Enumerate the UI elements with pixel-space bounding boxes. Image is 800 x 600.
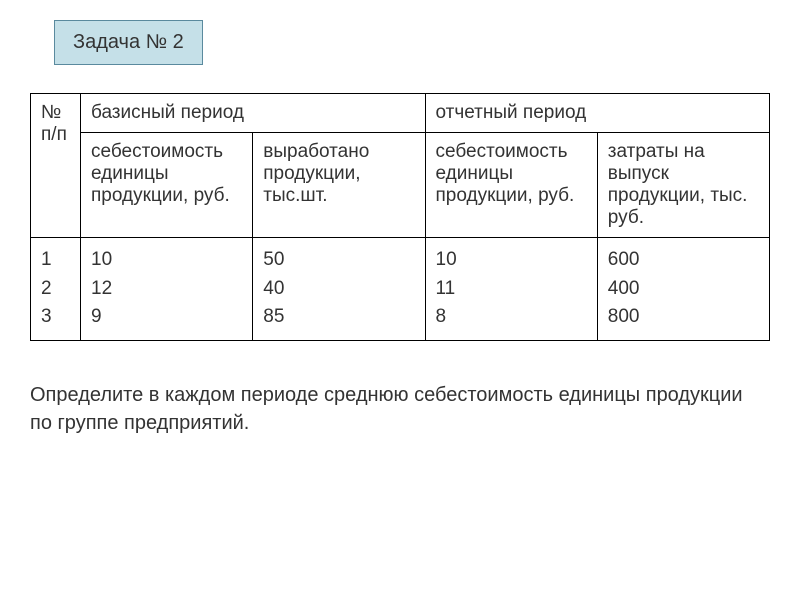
table-header-row-2: себестоимость единицы продукции, руб. вы… bbox=[31, 133, 770, 238]
data-report-expense: 600400800 bbox=[597, 238, 769, 341]
task-badge: Задача № 2 bbox=[54, 20, 203, 65]
data-base-output: 504085 bbox=[253, 238, 425, 341]
instruction-text: Определите в каждом периоде среднюю себе… bbox=[30, 381, 770, 437]
header-report-period: отчетный период bbox=[425, 94, 770, 133]
table-header-row-1: № п/п базисный период отчетный период bbox=[31, 94, 770, 133]
header-base-output: выработано продукции, тыс.шт. bbox=[253, 133, 425, 238]
data-report-cost: 10118 bbox=[425, 238, 597, 341]
header-base-cost: себестоимость единицы продукции, руб. bbox=[81, 133, 253, 238]
header-base-period: базисный период bbox=[81, 94, 426, 133]
table-data-row: 123 10129 504085 10118 600400800 bbox=[31, 238, 770, 341]
data-table: № п/п базисный период отчетный период се… bbox=[30, 93, 770, 341]
header-report-cost: себестоимость единицы продукции, руб. bbox=[425, 133, 597, 238]
data-base-cost: 10129 bbox=[81, 238, 253, 341]
header-report-expense: затраты на выпуск продукции, тыс. руб. bbox=[597, 133, 769, 238]
data-nums: 123 bbox=[31, 238, 81, 341]
header-num: № п/п bbox=[31, 94, 81, 238]
